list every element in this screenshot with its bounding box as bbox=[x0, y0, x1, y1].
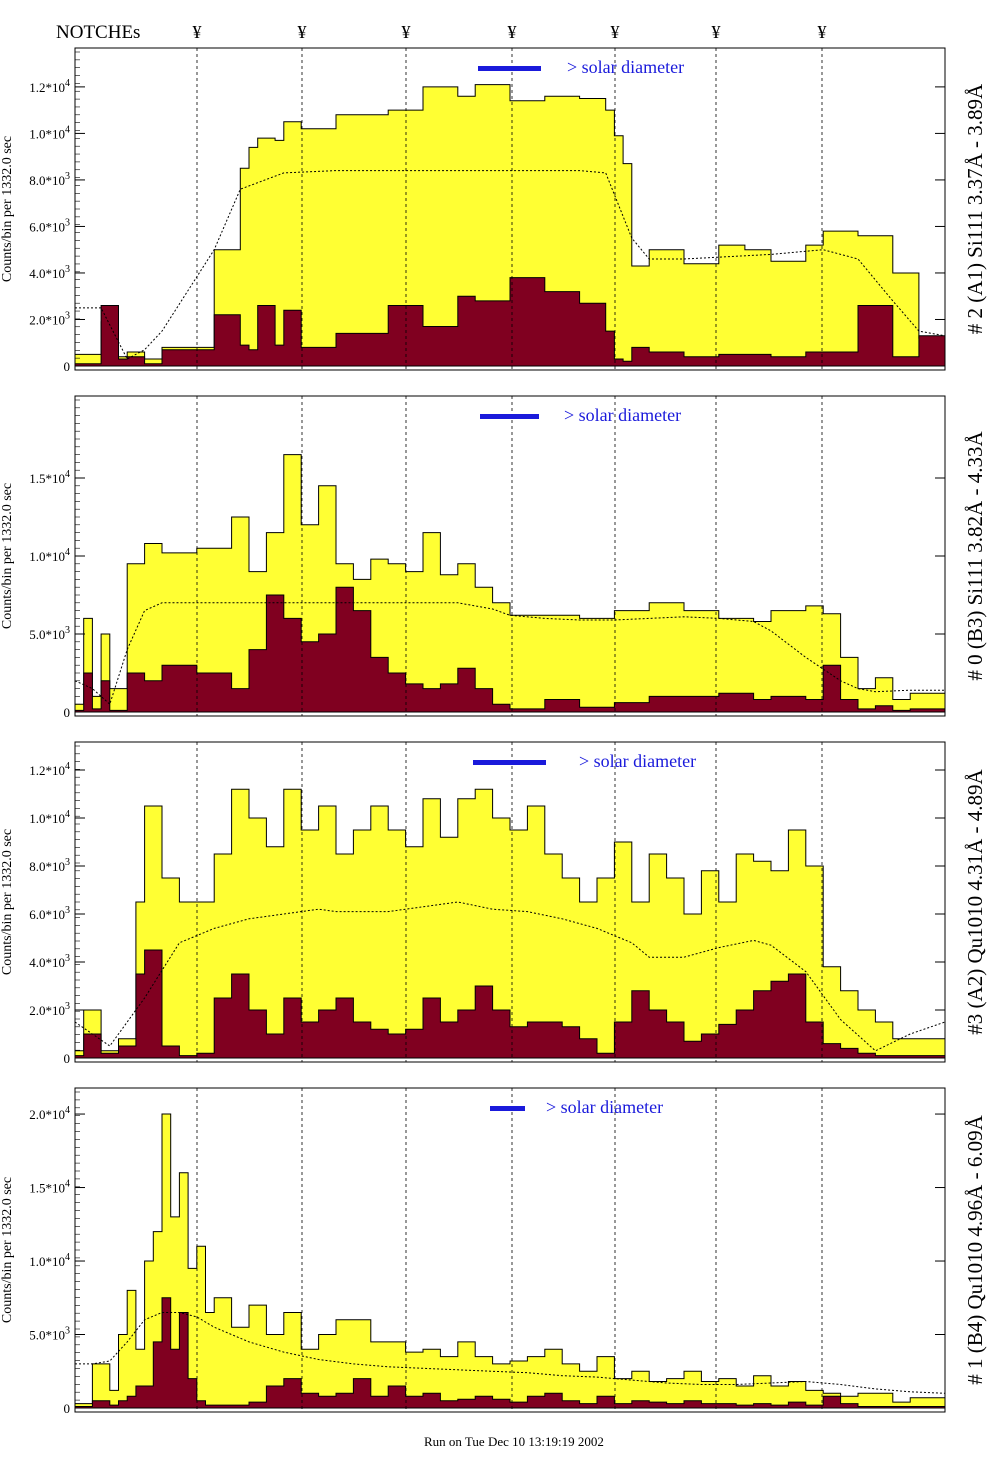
panel-1: 0 2.0*103 4.0*103 6.0*103 8.0*103 1.0*104 1.2*… bbox=[0, 47, 987, 374]
y-tick-label: 1.2*104 bbox=[29, 761, 70, 778]
panel-label: # 0 (B3) Si111 3.82Å - 4.33Å bbox=[963, 431, 987, 681]
solar-diameter-bar bbox=[480, 414, 539, 419]
subset-counts-histogram bbox=[74, 1297, 946, 1409]
notch-marker-3: ¥ bbox=[402, 22, 411, 42]
y-axis-label: Counts/bin per 1332.0 sec bbox=[0, 136, 15, 282]
y-tick-label: 6.0*103 bbox=[29, 217, 70, 234]
panel-label: #3 (A2) Qu1010 4.31Å - 4.89Å bbox=[963, 768, 987, 1034]
y-tick-label: 4.0*103 bbox=[29, 264, 70, 281]
notch-marker-5: ¥ bbox=[611, 22, 620, 42]
y-tick-label: 0 bbox=[64, 705, 71, 720]
notch-marker-1: ¥ bbox=[193, 22, 202, 42]
solar-diameter-bar bbox=[478, 66, 541, 71]
y-axis-label: Counts/bin per 1332.0 sec bbox=[0, 829, 15, 975]
y-tick-label: 2.0*103 bbox=[29, 1001, 70, 1018]
y-tick-label: 1.2*104 bbox=[29, 78, 70, 95]
y-tick-label: 8.0*103 bbox=[29, 171, 70, 188]
subset-counts-histogram bbox=[74, 586, 946, 713]
panel-4: 0 5.0*103 1.0*104 1.5*104 2.0*104 Counts/bin … bbox=[0, 1087, 987, 1416]
panel-label: # 2 (A1) Si111 3.37Å - 3.89Å bbox=[963, 83, 987, 334]
y-tick-label: 0 bbox=[64, 1401, 71, 1416]
model-curve bbox=[74, 602, 945, 706]
solar-diameter-bar bbox=[473, 760, 546, 765]
run-timestamp: Run on Tue Dec 10 13:19:19 2002 bbox=[424, 1434, 604, 1449]
y-tick-label: 2.0*104 bbox=[29, 1105, 70, 1122]
solar-diameter-label: > solar diameter bbox=[567, 57, 684, 77]
notch-marker-4: ¥ bbox=[508, 22, 517, 42]
solar-diameter-label: > solar diameter bbox=[564, 405, 681, 425]
model-curve bbox=[75, 170, 946, 360]
y-tick-label: 1.5*104 bbox=[29, 1179, 70, 1196]
y-axis-label: Counts/bin per 1332.0 sec bbox=[0, 483, 15, 629]
notch-marker-6: ¥ bbox=[712, 22, 721, 42]
y-tick-label: 2.0*103 bbox=[29, 310, 70, 327]
y-tick-label: 5.0*103 bbox=[29, 625, 70, 642]
y-tick-label: 8.0*103 bbox=[29, 857, 70, 874]
notch-marker-7: ¥ bbox=[818, 22, 827, 42]
total-counts-histogram bbox=[74, 788, 946, 1059]
y-tick-label: 1.0*104 bbox=[29, 124, 70, 141]
solar-diameter-label: > solar diameter bbox=[546, 1097, 663, 1117]
notch-symbols: ¥ ¥ ¥ ¥ ¥ ¥ ¥ bbox=[193, 22, 827, 42]
y-tick-label: 1.0*104 bbox=[29, 809, 70, 826]
panels: 0 2.0*103 4.0*103 6.0*103 8.0*103 1.0*104 1.2*… bbox=[0, 47, 987, 1416]
notch-marker-2: ¥ bbox=[298, 22, 307, 42]
model-curve bbox=[75, 1312, 946, 1394]
y-tick-label: 6.0*103 bbox=[29, 905, 70, 922]
total-counts-histogram bbox=[74, 1113, 946, 1409]
y-tick-label: 1.0*104 bbox=[29, 547, 70, 564]
y-tick-label: 0 bbox=[64, 359, 71, 374]
y-tick-label: 5.0*103 bbox=[29, 1326, 70, 1343]
y-tick-label: 0 bbox=[64, 1051, 71, 1066]
y-tick-label: 1.0*104 bbox=[29, 1252, 70, 1269]
y-tick-label: 4.0*103 bbox=[29, 953, 70, 970]
notches-label: NOTCHEs bbox=[56, 22, 140, 43]
model-curve bbox=[74, 901, 946, 1052]
panel-label: # 1 (B4) Qu1010 4.96Å - 6.09Å bbox=[963, 1114, 987, 1384]
panel-2: 0 5.0*103 1.0*104 1.5*104 Counts/bin per 133… bbox=[0, 395, 987, 720]
solar-diameter-label: > solar diameter bbox=[579, 751, 696, 771]
panel-3: 0 2.0*103 4.0*103 6.0*103 8.0*103 1.0*104 1.2*… bbox=[0, 741, 987, 1066]
subset-counts-histogram bbox=[74, 277, 946, 367]
y-axis-label: Counts/bin per 1332.0 sec bbox=[0, 1177, 15, 1323]
solar-diameter-bar bbox=[490, 1106, 525, 1111]
y-tick-label: 1.5*104 bbox=[29, 469, 70, 486]
